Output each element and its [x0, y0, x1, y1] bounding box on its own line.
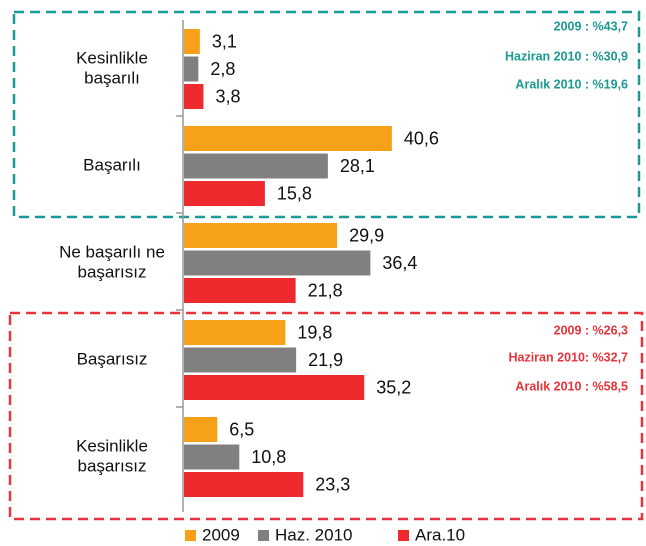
legend-label: Ara.10: [415, 525, 465, 544]
legend-swatch: [398, 530, 409, 541]
category-label: Kesinlikle: [76, 48, 148, 67]
category-label: Başarısız: [77, 349, 148, 368]
value-label: 10,8: [251, 447, 286, 467]
bar: [184, 320, 286, 345]
value-label: 2,8: [210, 59, 235, 79]
bar: [184, 347, 297, 373]
legend-label: Haz. 2010: [275, 525, 353, 544]
category-label: başarısız: [78, 262, 147, 281]
category-label: başarılı: [84, 68, 140, 87]
annotation: 2009 : %43,7: [554, 19, 628, 33]
legend-swatch: [185, 530, 196, 541]
bar: [184, 29, 200, 54]
value-label: 21,8: [308, 280, 343, 300]
bar: [184, 56, 199, 82]
value-label: 6,5: [229, 419, 254, 439]
value-label: 29,9: [349, 225, 384, 245]
bar: [184, 375, 365, 400]
bar: [184, 84, 204, 109]
value-label: 15,8: [277, 183, 312, 203]
bar: [184, 126, 392, 151]
legend-swatch: [258, 530, 269, 541]
bar: [184, 181, 265, 206]
bar: [184, 472, 304, 497]
value-label: 21,9: [308, 350, 343, 370]
value-label: 3,8: [215, 86, 240, 106]
bar: [184, 417, 218, 442]
value-label: 3,1: [212, 31, 237, 51]
value-label: 23,3: [315, 474, 350, 494]
value-label: 28,1: [340, 156, 375, 176]
category-label: Başarılı: [83, 155, 141, 174]
annotation: 2009 : %26,3: [554, 323, 628, 337]
value-label: 19,8: [297, 322, 332, 342]
value-label: 36,4: [382, 253, 417, 273]
bar: [184, 223, 338, 248]
value-label: 35,2: [376, 377, 411, 397]
bar: [184, 278, 296, 303]
legend-label: 2009: [202, 525, 240, 544]
annotation: Haziran 2010 : %30,9: [505, 49, 628, 63]
category-label: Kesinlikle: [76, 436, 148, 455]
bar: [184, 444, 240, 470]
annotation: Aralık 2010 : %19,6: [515, 77, 628, 91]
negative-box: [8, 311, 644, 521]
category-label: Ne başarılı ne: [59, 242, 165, 261]
category-label: başarısız: [78, 456, 147, 475]
annotation: Haziran 2010: %32,7: [508, 350, 628, 364]
positive-box: [12, 10, 641, 219]
annotation: Aralık 2010 : %58,5: [515, 379, 628, 393]
bar: [184, 250, 371, 276]
value-label: 40,6: [404, 128, 439, 148]
bar: [184, 153, 328, 179]
